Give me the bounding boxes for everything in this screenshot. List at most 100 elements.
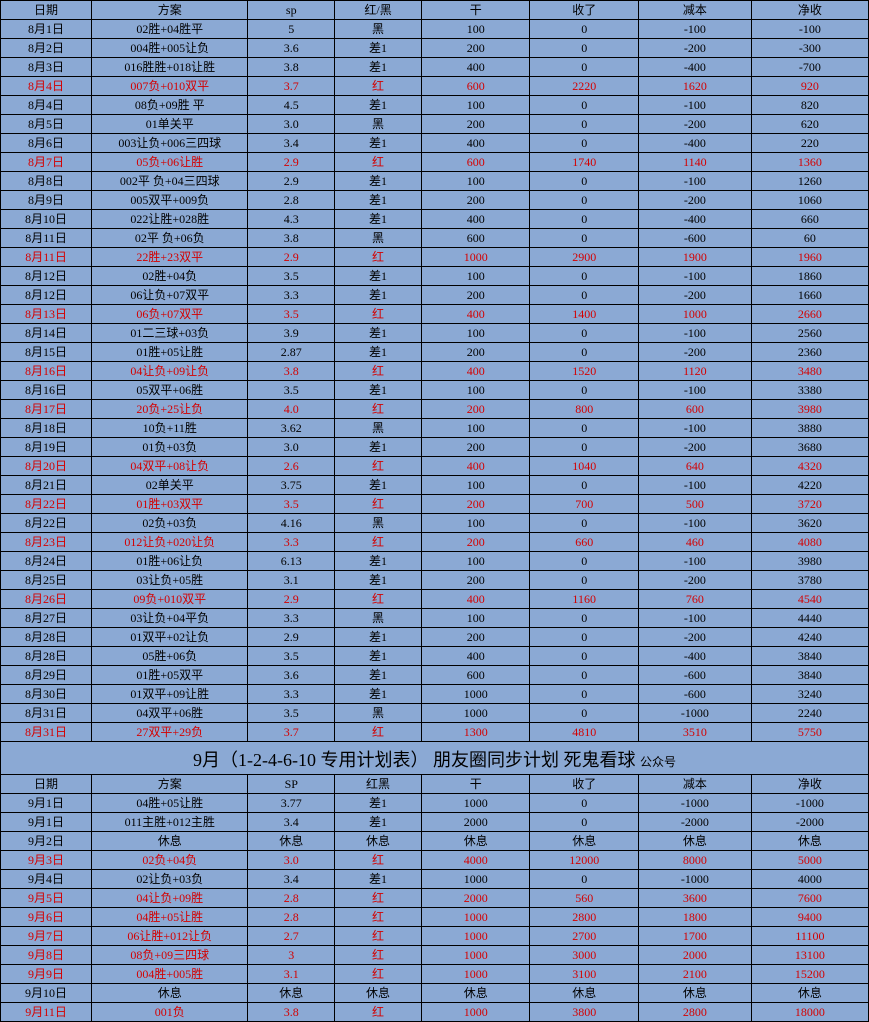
table-cell: 4810 [530,723,639,742]
table-cell: 2100 [638,965,751,984]
table-cell: 红 [335,362,422,381]
table-cell: 02胜+04负 [92,267,248,286]
table-cell: -100 [638,172,751,191]
table-cell: 3880 [751,419,868,438]
table-cell: 2.8 [248,191,335,210]
table-cell: 红 [335,965,422,984]
table-cell: 6.13 [248,552,335,571]
table-cell: 0 [530,438,639,457]
table-cell: -600 [638,229,751,248]
table-row: 8月2日004胜+005让负3.6差12000-200-300 [1,39,869,58]
table-cell: 1040 [530,457,639,476]
table-cell: 3 [248,946,335,965]
table-cell: 60 [751,229,868,248]
table-cell: 600 [638,400,751,419]
table-cell: 1800 [638,908,751,927]
column-header: 收了 [530,775,639,794]
table-cell: 红 [335,889,422,908]
table-cell: 3.7 [248,723,335,742]
table-cell: 100 [421,514,530,533]
table-cell: 3.5 [248,267,335,286]
table-cell: 9月3日 [1,851,92,870]
table-cell: 100 [421,20,530,39]
table-cell: 休息 [92,984,248,1003]
table-cell: 004胜+005让负 [92,39,248,58]
table-cell: 012让负+020让负 [92,533,248,552]
table-row: 8月27日03让负+04平负3.3黑1000-1004440 [1,609,869,628]
table-cell: 400 [421,305,530,324]
table-cell: 400 [421,58,530,77]
table-cell: 100 [421,476,530,495]
table-cell: 3.5 [248,495,335,514]
table-cell: 0 [530,324,639,343]
table-cell: 1000 [421,794,530,813]
table-cell: 8月12日 [1,286,92,305]
table-cell: 红 [335,248,422,267]
table-cell: 200 [421,115,530,134]
table-cell: 0 [530,476,639,495]
column-header: 方案 [92,775,248,794]
table-row: 8月18日10负+11胜3.62黑1000-1003880 [1,419,869,438]
table-row: 9月9日004胜+005胜3.1红10003100210015200 [1,965,869,984]
table-cell: 200 [421,343,530,362]
table-cell: 004胜+005胜 [92,965,248,984]
table-cell: 0 [530,419,639,438]
column-header: 红黑 [335,775,422,794]
table-cell: 2560 [751,324,868,343]
table-cell: 休息 [638,832,751,851]
table-cell: 差1 [335,794,422,813]
table-cell: 8月27日 [1,609,92,628]
table-cell: 3600 [638,889,751,908]
table-cell: 05负+06让胜 [92,153,248,172]
table-row: 9月8日08负+09三四球3红10003000200013100 [1,946,869,965]
table-cell: 820 [751,96,868,115]
table-cell: 4540 [751,590,868,609]
table-cell: 011主胜+012主胜 [92,813,248,832]
table-cell: -200 [638,571,751,590]
table-cell: -400 [638,58,751,77]
table-cell: 3.77 [248,794,335,813]
table-cell: 8月25日 [1,571,92,590]
table-cell: 8月16日 [1,362,92,381]
table-cell: 差1 [335,813,422,832]
table-cell: 3.0 [248,851,335,870]
table-cell: 1000 [421,704,530,723]
table-cell: 1740 [530,153,639,172]
table-cell: 06负+07双平 [92,305,248,324]
table-cell: 100 [421,267,530,286]
table-cell: 03让负+04平负 [92,609,248,628]
table-cell: -200 [638,115,751,134]
table-cell: 8月23日 [1,533,92,552]
table-cell: 18000 [751,1003,868,1022]
table-cell: 10负+11胜 [92,419,248,438]
table-cell: 红 [335,946,422,965]
table-cell: 差1 [335,191,422,210]
table-cell: 8000 [638,851,751,870]
table-cell: 4220 [751,476,868,495]
table-cell: 红 [335,153,422,172]
table-cell: 3510 [638,723,751,742]
table-row: 8月28日05胜+06负3.5差14000-4003840 [1,647,869,666]
table-cell: 1120 [638,362,751,381]
table-cell: 3.4 [248,813,335,832]
table-cell: 9月8日 [1,946,92,965]
table-row: 8月4日08负+09胜 平4.5差11000-100820 [1,96,869,115]
table-cell: 600 [421,229,530,248]
table-cell: 2000 [421,813,530,832]
table-cell: 220 [751,134,868,153]
table-cell: -1000 [638,870,751,889]
table-cell: 差1 [335,58,422,77]
table-cell: 8月11日 [1,248,92,267]
table-cell: 02胜+04胜平 [92,20,248,39]
table-cell: 04胜+05让胜 [92,908,248,927]
table-cell: -200 [638,39,751,58]
table-cell: 8月4日 [1,96,92,115]
table-cell: 0 [530,172,639,191]
table-cell: 3.8 [248,1003,335,1022]
table-cell: 09负+010双平 [92,590,248,609]
table-cell: 差1 [335,647,422,666]
table-cell: 8月20日 [1,457,92,476]
table-cell: 01胜+05双平 [92,666,248,685]
table-cell: 01胜+05让胜 [92,343,248,362]
table-cell: 差1 [335,210,422,229]
